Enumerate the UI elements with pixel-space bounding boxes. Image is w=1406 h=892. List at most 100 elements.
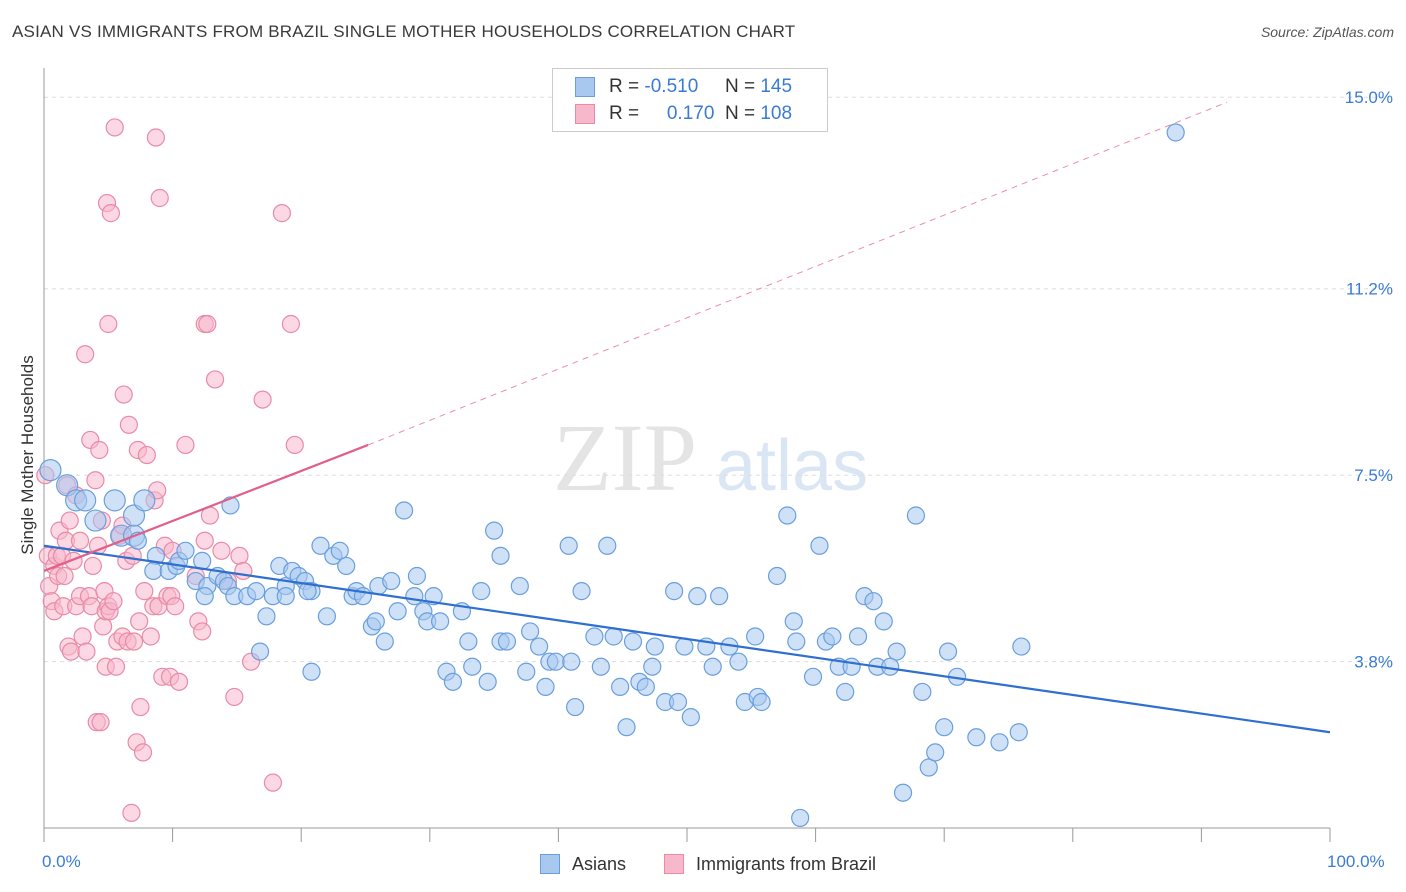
- asian-point: [195, 587, 214, 606]
- y-tick-label: 3.8%: [1354, 653, 1393, 672]
- asian-point: [893, 783, 913, 802]
- legend-n-value: 145: [760, 76, 793, 97]
- brazil-point: [131, 697, 150, 717]
- brazil-point: [230, 546, 249, 565]
- asian-point: [967, 728, 986, 747]
- asian-point: [591, 657, 610, 676]
- asian-point: [317, 607, 337, 626]
- brazil-point: [83, 556, 102, 576]
- brazil-point: [123, 546, 142, 565]
- asian-point: [103, 489, 126, 512]
- legend-r-label: R =: [609, 76, 640, 97]
- brazil-point: [169, 672, 189, 691]
- x-tick-label-min: 0.0%: [42, 852, 81, 871]
- watermark-atlas: atlas: [716, 426, 868, 506]
- asian-point: [643, 657, 662, 676]
- asian-point: [906, 506, 926, 525]
- brazil-point: [146, 128, 165, 147]
- asian-point: [276, 587, 295, 606]
- asian-point: [729, 652, 748, 671]
- brazil-point: [150, 188, 169, 208]
- asian-point: [521, 622, 540, 641]
- asian-point: [517, 662, 536, 681]
- brazil-point: [122, 803, 141, 822]
- brazil-point: [198, 314, 217, 334]
- asian-point: [836, 682, 855, 702]
- asian-point: [604, 627, 623, 646]
- asian-point: [767, 566, 787, 586]
- legend-swatch-asians: [575, 77, 595, 97]
- asian-point: [810, 536, 829, 555]
- watermark-zip: ZIP: [553, 404, 697, 511]
- asian-point: [463, 657, 482, 676]
- brazil-point: [61, 642, 81, 661]
- axes: [43, 68, 1331, 842]
- brazil-point: [263, 773, 283, 792]
- asian-point: [1166, 123, 1185, 142]
- brazil-trend-extension: [367, 101, 1228, 446]
- asian-point: [752, 692, 771, 712]
- asian-point: [935, 718, 954, 737]
- asian-point: [84, 509, 107, 532]
- asian-point: [298, 582, 317, 601]
- asian-point: [485, 521, 504, 540]
- asian-point: [337, 556, 356, 576]
- brazil-point: [73, 627, 92, 646]
- series-label-brazil: Immigrants from Brazil: [696, 853, 877, 874]
- asian-point: [382, 571, 401, 591]
- asian-point: [919, 758, 938, 777]
- asian-point: [491, 546, 510, 565]
- brazil-point: [205, 370, 225, 389]
- asian-point: [710, 587, 729, 606]
- asian-point: [1009, 723, 1028, 742]
- trend-lines: [43, 101, 1331, 734]
- grid: 3.8% 7.5% 11.2% 15.0%: [44, 88, 1393, 672]
- asian-point: [74, 489, 97, 512]
- brazil-point: [101, 204, 120, 223]
- asian-point: [874, 612, 893, 631]
- asian-point: [645, 637, 664, 656]
- asian-point: [250, 642, 270, 661]
- asian-point: [497, 632, 517, 651]
- series-legend-brazil: Immigrants from Brazil: [664, 852, 876, 876]
- brazil-point: [225, 687, 244, 707]
- brazil-point: [212, 541, 231, 560]
- brazil-point: [91, 713, 110, 732]
- brazil-point: [166, 597, 185, 616]
- asian-point: [407, 566, 427, 586]
- brazil-point: [141, 627, 160, 646]
- asian-point: [536, 677, 555, 696]
- asian-point: [559, 536, 578, 555]
- asian-point: [778, 506, 797, 525]
- asian-point: [823, 627, 842, 646]
- asian-point: [887, 642, 906, 661]
- brazil-point: [77, 642, 96, 661]
- brazil-trend-line: [43, 443, 369, 572]
- y-axis-label: Single Mother Households: [18, 355, 37, 555]
- chart-title: ASIAN VS IMMIGRANTS FROM BRAZIL SINGLE M…: [12, 22, 796, 41]
- brazil-point: [124, 632, 144, 651]
- asian-point: [784, 612, 803, 631]
- asian-point: [144, 561, 163, 581]
- asian-point: [472, 582, 491, 601]
- asian-point: [848, 627, 868, 646]
- correlation-legend: R = -0.510 N = 145 R = 0.170 N = 108: [552, 68, 828, 132]
- asian-point: [585, 627, 604, 646]
- legend-r-label: R =: [609, 103, 640, 124]
- brazil-point: [193, 622, 212, 641]
- asian-point: [668, 692, 688, 712]
- asian-point: [530, 637, 549, 656]
- asian-point: [443, 672, 463, 691]
- asian-point: [510, 576, 529, 596]
- brazil-point: [130, 612, 149, 631]
- y-tick-label: 7.5%: [1354, 466, 1393, 485]
- brazil-point: [94, 617, 113, 636]
- brazil-point: [99, 314, 118, 334]
- asians-series: [39, 123, 1185, 828]
- y-tick-label: 15.0%: [1345, 88, 1393, 107]
- brazil-point: [114, 385, 133, 404]
- brazil-point: [104, 592, 123, 611]
- asian-point: [938, 642, 958, 661]
- legend-n-label: N =: [724, 103, 756, 124]
